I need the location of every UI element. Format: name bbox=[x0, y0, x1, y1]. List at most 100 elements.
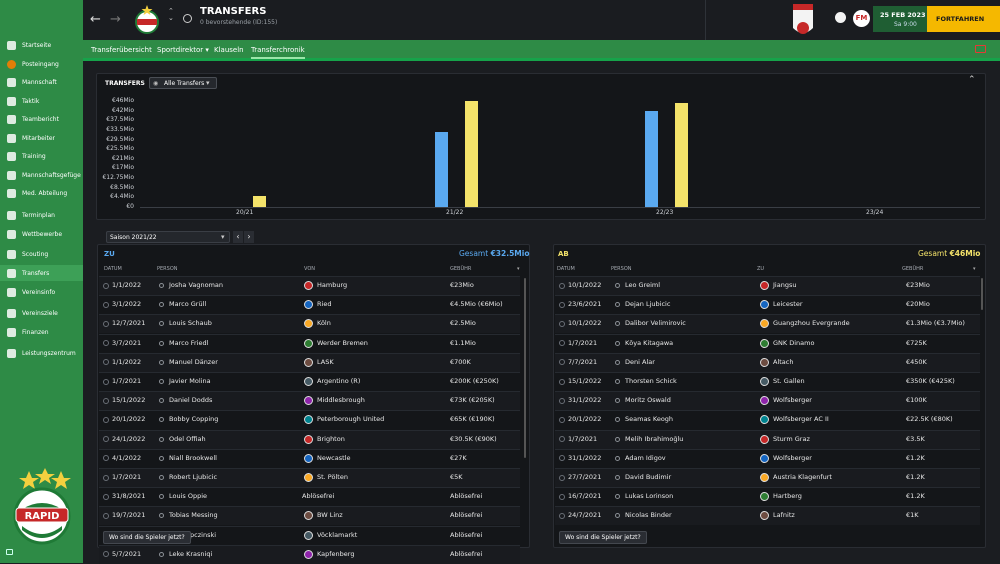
club-link[interactable]: Peterborough United bbox=[317, 415, 385, 424]
sidebar-item-mitarbeiter[interactable]: Mitarbeiter bbox=[0, 130, 83, 146]
zu-col-gebühr[interactable]: GEBÜHR bbox=[450, 266, 472, 272]
fm-logo-icon[interactable]: FM bbox=[853, 10, 870, 27]
sidebar-item-taktik[interactable]: Taktik bbox=[0, 93, 83, 109]
table-row[interactable] bbox=[99, 372, 520, 391]
club-link[interactable]: Kapfenberg bbox=[317, 549, 355, 558]
back-arrow-icon[interactable]: ← bbox=[90, 12, 101, 27]
sidebar-item-mannschaft[interactable]: Mannschaft bbox=[0, 74, 83, 90]
table-row[interactable] bbox=[99, 295, 520, 314]
club-link[interactable]: Middlesbrough bbox=[317, 396, 365, 405]
scrollbar[interactable] bbox=[981, 278, 983, 310]
table-row[interactable] bbox=[555, 333, 980, 353]
sidebar-item-med-abteilung[interactable]: Med. Abteilung bbox=[0, 185, 83, 201]
club-link[interactable]: GNK Dinamo bbox=[773, 338, 815, 347]
club-link[interactable]: Brighton bbox=[317, 434, 345, 443]
player-name-link[interactable]: Lukas Lorinson bbox=[625, 492, 674, 501]
player-name-link[interactable]: Moritz Oswald bbox=[625, 396, 671, 405]
club-link[interactable]: Newcastle bbox=[317, 453, 351, 462]
player-name-link[interactable]: Manuel Dänzer bbox=[169, 357, 218, 366]
club-link[interactable]: Wolfsberger bbox=[773, 396, 812, 405]
player-name-link[interactable]: Odel Offiah bbox=[169, 434, 206, 443]
tab-transfer-overview[interactable]: Transferübersicht bbox=[91, 46, 152, 54]
sidebar-item-terminplan[interactable]: Terminplan bbox=[0, 207, 83, 223]
table-row[interactable] bbox=[99, 448, 520, 468]
club-link[interactable]: Sturm Graz bbox=[773, 434, 810, 443]
prev-season-button[interactable]: ‹ bbox=[233, 231, 243, 243]
club-link[interactable]: Argentino (R) bbox=[317, 377, 361, 385]
sidebar-item-transfers[interactable]: Transfers bbox=[0, 265, 83, 281]
player-name-link[interactable]: Seamas Keogh bbox=[625, 415, 674, 424]
player-name-link[interactable]: Dejan Ljubicic bbox=[625, 300, 671, 309]
club-link[interactable]: Ablösefrei bbox=[302, 492, 335, 501]
continue-button[interactable] bbox=[927, 6, 1000, 32]
player-name-link[interactable]: Marco Friedl bbox=[169, 338, 209, 347]
sidebar-item-leistungszentrum[interactable]: Leistungszentrum bbox=[0, 345, 83, 361]
sort-arrow-icon[interactable]: ▾ bbox=[517, 266, 520, 272]
sidebar-item-startseite[interactable]: Startseite bbox=[0, 37, 83, 53]
next-season-button[interactable]: › bbox=[244, 231, 254, 243]
club-link[interactable]: Austria Klagenfurt bbox=[773, 473, 832, 481]
sidebar-item-mannschaftsgefüge[interactable]: Mannschaftsgefüge bbox=[0, 167, 83, 183]
club-link[interactable]: Hamburg bbox=[317, 281, 348, 289]
player-name-link[interactable]: Daniel Dodds bbox=[169, 396, 213, 405]
club-link[interactable]: Vöcklamarkt bbox=[317, 530, 358, 539]
player-name-link[interactable]: Kōya Kitagawa bbox=[625, 338, 674, 347]
player-name-link[interactable]: Bobby Copping bbox=[169, 415, 219, 424]
club-link[interactable]: Wolfsberger bbox=[773, 453, 812, 462]
club-link[interactable]: Ried bbox=[317, 300, 332, 309]
player-name-link[interactable]: Marco Grüll bbox=[169, 300, 207, 309]
where-are-they-now-button[interactable]: Wo sind die Spieler jetzt? bbox=[103, 531, 191, 544]
player-name-link[interactable]: Leke Krasniqi bbox=[169, 549, 213, 558]
search-icon[interactable] bbox=[183, 14, 192, 23]
club-link[interactable]: BW Linz bbox=[317, 511, 343, 520]
zu-col-von[interactable]: VON bbox=[304, 266, 316, 272]
club-link[interactable]: Werder Bremen bbox=[317, 338, 368, 347]
ab-col-zu[interactable]: ZU bbox=[757, 266, 765, 272]
zu-col-person[interactable]: PERSON bbox=[157, 266, 178, 272]
forward-arrow-icon[interactable]: → bbox=[110, 12, 121, 27]
ab-col-person[interactable]: PERSON bbox=[611, 266, 632, 272]
scrollbar[interactable] bbox=[524, 278, 526, 458]
club-link[interactable]: LASK bbox=[317, 357, 334, 366]
player-name-link[interactable]: Louis Schaub bbox=[169, 319, 212, 328]
chevron-updown-icon[interactable]: ⌃ ⌄ bbox=[168, 7, 174, 22]
sidebar-item-wettbewerbe[interactable]: Wettbewerbe bbox=[0, 226, 83, 242]
club-link[interactable]: Lafnitz bbox=[773, 511, 795, 520]
player-name-link[interactable]: Deni Alar bbox=[625, 357, 655, 366]
player-name-link[interactable]: Leo Greiml bbox=[625, 281, 661, 289]
chat-icon[interactable] bbox=[975, 45, 986, 53]
sidebar-item-teambericht[interactable]: Teambericht bbox=[0, 111, 83, 127]
club-link[interactable]: Altach bbox=[773, 357, 794, 366]
player-name-link[interactable]: Louis Oppie bbox=[169, 492, 208, 501]
player-name-link[interactable]: Tobias Messing bbox=[169, 511, 218, 520]
table-row[interactable] bbox=[555, 295, 980, 314]
sidebar-item-finanzen[interactable]: Finanzen bbox=[0, 324, 83, 340]
ball-icon[interactable] bbox=[835, 12, 846, 23]
sidebar-item-vereinsinfo[interactable]: Vereinsinfo bbox=[0, 284, 83, 300]
table-row[interactable] bbox=[555, 410, 980, 429]
player-name-link[interactable]: Nicolas Binder bbox=[625, 511, 672, 520]
club-link[interactable]: Wolfsberger AC II bbox=[773, 415, 829, 424]
transfer-filter-dropdown[interactable]: ◉ Alle Transfers ▾ bbox=[149, 77, 217, 89]
club-link[interactable]: St. Gallen bbox=[773, 377, 805, 385]
sort-arrow-icon[interactable]: ▾ bbox=[973, 266, 976, 272]
player-name-link[interactable]: Thorsten Schick bbox=[625, 377, 677, 385]
expand-icon[interactable] bbox=[6, 549, 13, 555]
sidebar-item-vereinsziele[interactable]: Vereinsziele bbox=[0, 305, 83, 321]
season-selector[interactable]: Saison 2021/22 ▾ bbox=[106, 231, 230, 243]
player-name-link[interactable]: Paul Lipczinski bbox=[169, 530, 217, 539]
sidebar-item-posteingang[interactable]: Posteingang bbox=[0, 56, 83, 72]
tab-sporting-director[interactable]: Sportdirektor ▾ bbox=[157, 46, 209, 54]
tab-clauses[interactable]: Klauseln bbox=[214, 46, 244, 54]
collapse-icon[interactable]: ⌃ bbox=[968, 75, 976, 85]
table-row[interactable] bbox=[99, 525, 520, 545]
ab-col-gebühr[interactable]: GEBÜHR bbox=[902, 266, 924, 272]
club-link[interactable]: Jiangsu bbox=[773, 281, 797, 289]
table-row[interactable] bbox=[99, 410, 520, 429]
sidebar-item-scouting[interactable]: Scouting bbox=[0, 246, 83, 262]
table-row[interactable] bbox=[99, 333, 520, 353]
table-row[interactable] bbox=[555, 448, 980, 468]
player-name-link[interactable]: Josha Vagnoman bbox=[169, 281, 224, 289]
player-name-link[interactable]: Adam Idigov bbox=[625, 453, 666, 462]
club-badge-icon[interactable] bbox=[134, 4, 160, 36]
